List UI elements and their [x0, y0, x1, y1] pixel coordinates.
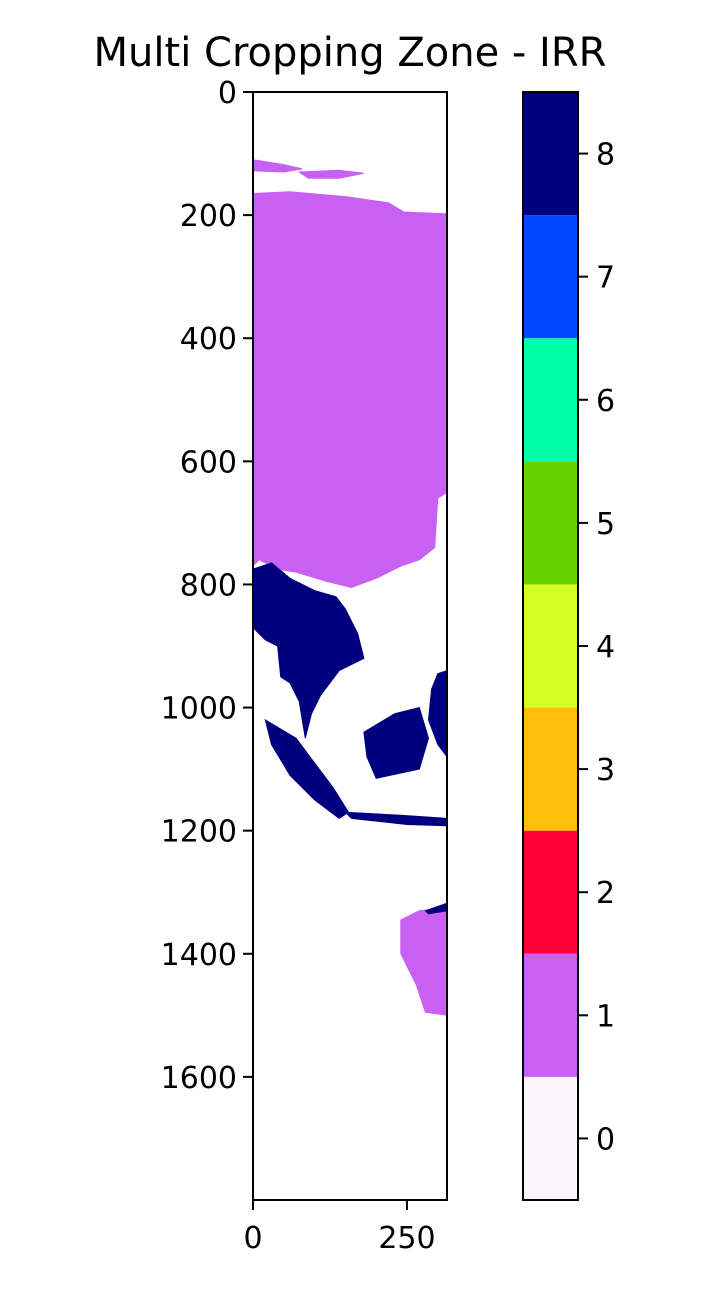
- colorbar-band-1: [523, 954, 578, 1077]
- colorbar-tick-label-2: 2: [596, 876, 615, 911]
- colorbar-tick-label-1: 1: [596, 999, 615, 1034]
- colorbar: [523, 92, 578, 1200]
- y-axis: 0 200 400 600 800 1000 1200 1400 1600: [161, 76, 253, 1096]
- y-tick-label-0: 0: [218, 76, 237, 111]
- chart-title: Multi Cropping Zone - IRR: [94, 30, 607, 76]
- y-tick-label-1: 200: [180, 199, 237, 234]
- colorbar-tick-label-7: 7: [596, 261, 615, 296]
- colorbar-band-2: [523, 831, 578, 954]
- colorbar-band-0: [523, 1077, 578, 1200]
- x-tick-label-1: 250: [378, 1221, 435, 1256]
- x-axis: 0 250: [243, 1200, 435, 1256]
- colorbar-axis: 0 1 2 3 4 5 6 7 8: [578, 138, 615, 1158]
- y-tick-label-3: 600: [180, 445, 237, 480]
- colorbar-tick-label-3: 3: [596, 753, 615, 788]
- colorbar-band-6: [523, 338, 578, 461]
- colorbar-band-5: [523, 461, 578, 584]
- y-tick-label-8: 1600: [161, 1061, 237, 1096]
- colorbar-tick-label-0: 0: [596, 1122, 615, 1157]
- colorbar-band-3: [523, 708, 578, 831]
- colorbar-tick-label-6: 6: [596, 384, 615, 419]
- y-tick-label-6: 1200: [161, 815, 237, 850]
- colorbar-tick-label-4: 4: [596, 630, 615, 665]
- colorbar-tick-label-5: 5: [596, 507, 615, 542]
- y-tick-label-7: 1400: [161, 938, 237, 973]
- y-tick-label-2: 400: [180, 322, 237, 357]
- y-tick-label-4: 800: [180, 568, 237, 603]
- colorbar-band-8: [523, 92, 578, 215]
- x-tick-label-0: 0: [243, 1221, 262, 1256]
- colorbar-band-7: [523, 215, 578, 338]
- colorbar-band-4: [523, 584, 578, 707]
- region-0: [253, 192, 447, 588]
- y-tick-label-5: 1000: [161, 692, 237, 727]
- colorbar-tick-label-8: 8: [596, 138, 615, 173]
